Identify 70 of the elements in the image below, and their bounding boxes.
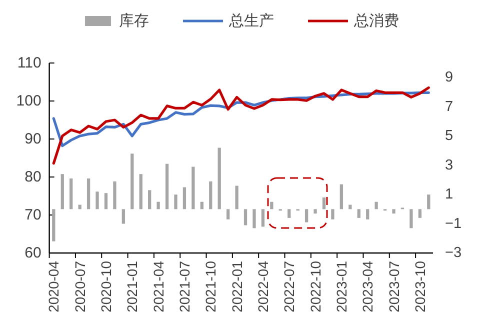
x-tick-label: 2020-04 (46, 260, 62, 312)
bar (174, 194, 178, 210)
bar (139, 174, 142, 210)
bar (209, 181, 212, 210)
y-tick-label: 60 (24, 244, 42, 262)
bar (130, 154, 134, 210)
bar (200, 202, 204, 210)
bar (270, 202, 274, 210)
bar (113, 181, 116, 210)
bar (357, 209, 360, 218)
x-tick-label: 2022-07 (281, 260, 298, 312)
bar (427, 194, 430, 210)
y-tick-label: 90 (24, 130, 42, 148)
bar (288, 209, 291, 218)
bar (304, 209, 308, 222)
x-tick-label: 2021-04 (150, 260, 166, 312)
bar (374, 202, 378, 210)
legend-label: 库存 (119, 12, 149, 30)
y-tick-label: 110 (17, 54, 42, 72)
legend-label: 总生产 (228, 12, 274, 30)
x-tick-label: 2022-10 (307, 260, 324, 312)
bar (165, 164, 169, 210)
y2-tick-label: 7 (445, 98, 454, 115)
x-tick-label: 2022-04 (254, 260, 271, 312)
x-tick-label: 2020-10 (98, 260, 114, 312)
bar (235, 186, 238, 210)
bar (410, 209, 413, 228)
y2-tick-label: −1 (445, 216, 462, 232)
x-tick-label: 2021-01 (124, 260, 140, 312)
bar (52, 209, 56, 242)
bar (226, 209, 230, 220)
bar (252, 209, 256, 228)
y2-tick-label: 3 (445, 157, 454, 174)
bar (322, 197, 326, 210)
bar (340, 184, 344, 210)
bar (122, 209, 125, 224)
bar (182, 187, 186, 210)
x-tick-label: 2023-10 (412, 260, 428, 312)
bar (244, 209, 248, 226)
bar (218, 148, 221, 210)
bar (60, 174, 64, 210)
bar (314, 209, 317, 214)
bar (192, 166, 195, 210)
legend-label: 总消费 (353, 12, 399, 30)
bar (104, 193, 108, 210)
x-tick-label: 2023-07 (386, 260, 402, 312)
bar (96, 192, 99, 210)
bar (366, 209, 370, 220)
bar (70, 178, 73, 210)
y-tick-label: 100 (16, 92, 42, 110)
bar (392, 209, 396, 214)
bar (148, 190, 152, 210)
bar (261, 209, 265, 227)
y2-tick-label: 1 (445, 186, 454, 203)
x-tick-label: 2022-01 (228, 260, 245, 312)
y-tick-label: 80 (24, 168, 42, 186)
bar (156, 202, 160, 210)
line-series (52, 86, 430, 165)
bar (86, 178, 90, 210)
y2-tick-label: 9 (445, 70, 454, 86)
bar (418, 209, 422, 218)
x-tick-label: 2020-07 (72, 260, 88, 312)
x-tick-label: 2023-04 (360, 260, 376, 312)
bar (331, 209, 334, 220)
y2-tick-label: −3 (445, 245, 462, 261)
x-tick-label: 2021-07 (176, 260, 192, 312)
x-tick-label: 2021-10 (202, 260, 219, 312)
y-tick-label: 70 (24, 206, 42, 224)
x-tick-label: 2023-01 (333, 260, 350, 312)
y2-tick-label: 5 (445, 128, 454, 144)
